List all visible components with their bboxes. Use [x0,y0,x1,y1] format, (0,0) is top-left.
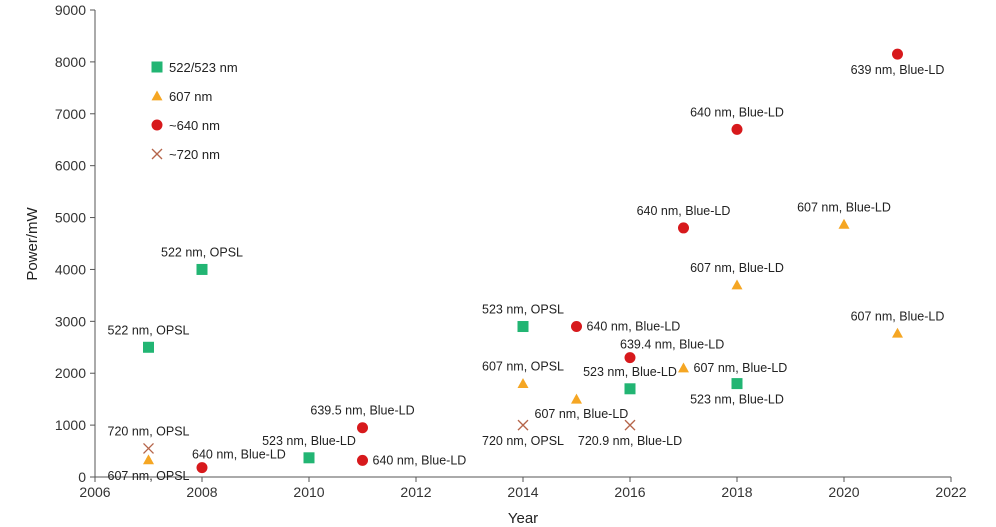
legend-marker-cross [151,148,163,160]
data-label: 522 nm, OPSL [108,323,190,337]
data-label: 640 nm, Blue-LD [373,453,467,467]
data-point-triangle [678,362,689,373]
data-label: 523 nm, OPSL [482,303,564,317]
data-point-circle [678,222,689,234]
data-label: 523 nm, Blue-LD [690,393,784,407]
x-axis: 2006 2008 2010 2012 2014 2016 2018 2020 2022 [79,476,967,500]
data-point-triangle [143,454,154,465]
y-tick-label: 9000 [55,2,86,18]
data-point-circle [571,321,582,333]
y-tick-label: 5000 [55,210,86,226]
data-point-circle [731,123,743,135]
data-label: 720.9 nm, Blue-LD [578,434,682,448]
data-points [143,48,903,474]
data-label: 523 nm, Blue-LD [583,365,677,379]
legend-marker-circle [151,119,163,131]
legend-item: 607 nm [151,89,212,104]
y-tick-label: 6000 [55,158,86,174]
data-point-triangle [517,378,529,388]
data-point-square [517,321,529,333]
data-label: 607 nm, Blue-LD [690,261,784,275]
data-label: 522 nm, OPSL [161,245,243,259]
data-label: 523 nm, Blue-LD [262,434,356,448]
data-point-triangle [571,393,582,404]
data-label: 607 nm, OPSL [108,469,190,483]
legend: 522/523 nm 607 nm ~640 nm ~720 nm [151,60,238,162]
y-tick-label: 8000 [55,54,86,70]
x-tick-label: 2018 [721,484,752,500]
data-label: 607 nm, Blue-LD [535,407,629,421]
data-point-circle [892,48,903,60]
data-point-circle [196,462,208,474]
x-tick-label: 2012 [400,484,431,500]
y-axis-title: Power/mW [24,206,41,280]
data-label: 720 nm, OPSL [482,434,564,448]
y-tick-label: 4000 [55,261,86,277]
x-tick-label: 2016 [614,484,645,500]
data-label: 639.4 nm, Blue-LD [620,338,724,352]
legend-marker-triangle [151,90,163,101]
x-tick-label: 2010 [293,484,324,500]
data-point-square [303,452,315,464]
y-tick-label: 2000 [55,365,86,381]
data-point-triangle [838,218,850,229]
data-point-triangle [892,327,903,338]
y-tick-label: 1000 [55,417,86,433]
data-label: 639.5 nm, Blue-LD [310,404,414,418]
data-label: 720 nm, OPSL [108,424,190,438]
data-point-square [196,263,208,275]
data-point-square [731,378,743,390]
data-point-cross [624,419,636,431]
legend-item: ~720 nm [151,147,220,162]
data-point-square [143,341,154,353]
data-label: 640 nm, Blue-LD [587,320,681,334]
data-point-cross [517,419,529,431]
data-point-circle [624,352,636,364]
data-point-circle [357,454,368,466]
data-point-triangle [731,279,743,290]
x-tick-label: 2014 [507,484,538,500]
x-tick-label: 2020 [828,484,859,500]
legend-item: ~640 nm [151,118,220,133]
data-point-circle [357,422,368,434]
legend-label: ~720 nm [169,147,220,162]
legend-label: ~640 nm [169,118,220,133]
data-label: 640 nm, Blue-LD [637,204,731,218]
y-tick-label: 7000 [55,106,86,122]
data-label: 640 nm, Blue-LD [192,448,286,462]
x-tick-label: 2008 [186,484,217,500]
data-point-square [624,383,636,395]
data-label: 639 nm, Blue-LD [851,63,945,77]
legend-label: 607 nm [169,89,212,104]
data-point-cross [143,443,154,454]
data-label: 607 nm, OPSL [482,360,564,374]
y-axis: 0 1000 2000 3000 4000 5000 6000 7000 8000 9000 [55,2,96,485]
data-label: 607 nm, Blue-LD [797,200,891,214]
data-labels: 522 nm, OPSL 522 nm, OPSL 523 nm, Blue-LD 5… [108,63,945,483]
legend-marker-square [151,61,163,73]
y-tick-label: 3000 [55,313,86,329]
legend-item: 522/523 nm [151,60,238,75]
data-label: 607 nm, Blue-LD [851,309,945,323]
x-tick-label: 2006 [79,484,110,500]
y-tick-label: 0 [78,469,86,485]
x-axis-title: Year [508,510,538,527]
data-label: 607 nm, Blue-LD [694,361,788,375]
data-label: 640 nm, Blue-LD [690,105,784,119]
legend-label: 522/523 nm [169,60,238,75]
x-tick-label: 2022 [935,484,966,500]
